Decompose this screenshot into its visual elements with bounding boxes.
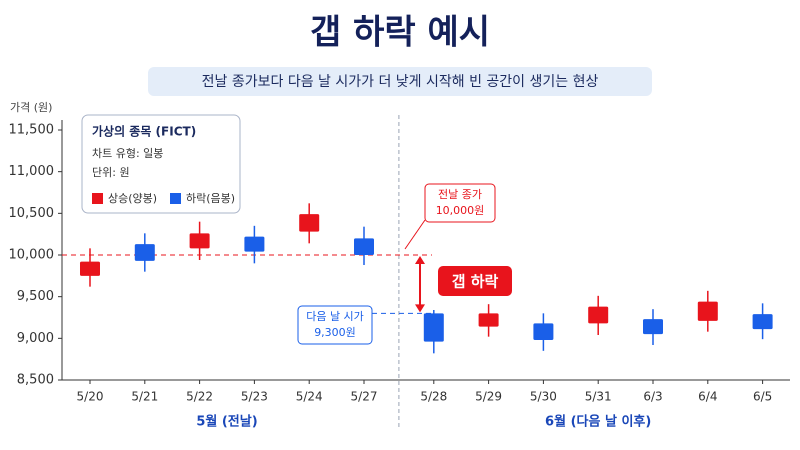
x-tick-label: 5/20 [77, 390, 104, 404]
y-tick-label: 9,500 [17, 289, 54, 304]
callout-box [297, 305, 373, 345]
x-tick-label: 5/21 [131, 390, 158, 404]
legend-swatch [170, 193, 181, 204]
y-tick-label: 9,000 [17, 331, 54, 346]
callout-text: 다음 날 시가 [306, 310, 364, 323]
callout-value: 10,000원 [436, 204, 485, 217]
x-tick-label: 5/30 [530, 390, 557, 404]
legend-box [81, 114, 241, 214]
callout-text: 전날 종가 [438, 188, 482, 201]
candle-body [423, 313, 444, 342]
y-tick-label: 11,500 [9, 123, 55, 138]
candle-body [244, 236, 265, 252]
x-tick-label: 6/3 [643, 390, 662, 404]
x-tick-label: 6/5 [753, 390, 772, 404]
x-tick-label: 5/27 [351, 390, 378, 404]
x-tick-label: 5/28 [420, 390, 447, 404]
x-tick-label: 5/22 [186, 390, 213, 404]
group-label: 5월 (전날) [196, 414, 257, 430]
callout-value: 9,300원 [314, 326, 356, 339]
x-tick-label: 5/24 [296, 390, 323, 404]
arrow-head [415, 256, 425, 264]
x-tick-label: 6/4 [698, 390, 717, 404]
candle-body [189, 233, 210, 249]
gap-label: 갭 하락 [452, 273, 499, 291]
x-tick-label: 5/29 [475, 390, 502, 404]
y-tick-label: 11,000 [9, 164, 55, 179]
candle-body [643, 319, 663, 335]
candle-body [533, 323, 554, 340]
subtitle: 전날 종가보다 다음 날 시가가 더 낮게 시작해 빈 공간이 생기는 현상 [202, 74, 599, 90]
y-tick-label: 8,500 [17, 373, 54, 388]
candle-body [478, 313, 499, 327]
callout-box [424, 183, 496, 223]
candle-body [134, 244, 155, 261]
candle-body [80, 261, 100, 276]
legend-label: 상승(양봉) [108, 192, 157, 205]
gap-label-box [438, 266, 512, 296]
callout-connector [404, 219, 426, 250]
legend-swatch [92, 193, 103, 204]
chart-title: 갭 하락 예시 [310, 13, 490, 53]
arrow-head [415, 304, 425, 313]
x-tick-label: 5/31 [585, 390, 612, 404]
candle-body [299, 214, 320, 232]
candle-body [752, 314, 773, 330]
y-axis-label: 가격 (원) [10, 101, 52, 114]
y-tick-label: 10,500 [9, 206, 55, 221]
candle-body [697, 301, 718, 321]
y-tick-label: 10,000 [9, 248, 55, 263]
legend-note: 단위: 원 [92, 166, 130, 179]
subtitle-pill [148, 67, 652, 96]
x-tick-label: 5/23 [241, 390, 268, 404]
candle-body [354, 238, 374, 255]
legend-label: 하락(음봉) [186, 191, 235, 205]
candle-body [588, 306, 609, 324]
legend-title: 가상의 종목 (FICT) [92, 124, 196, 139]
group-label: 6월 (다음 날 이후) [545, 414, 651, 430]
legend-note: 차트 유형: 일봉 [92, 146, 163, 160]
